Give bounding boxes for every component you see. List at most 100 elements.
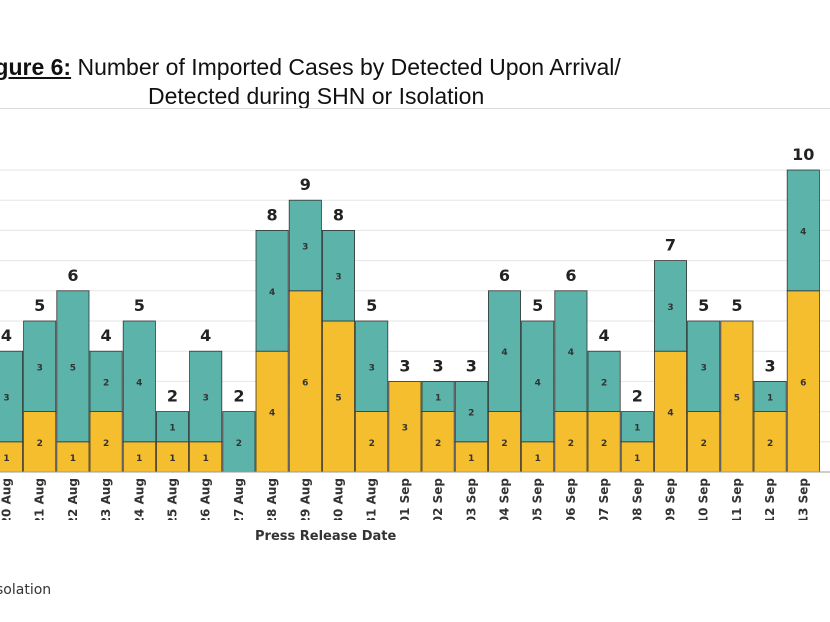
bar-segment-shn-isolation — [155, 441, 189, 473]
x-tick-label: 10 Sep — [697, 478, 711, 520]
bar-segment-upon-arrival — [587, 350, 621, 412]
title-text-line1: Number of Imported Cases by Detected Upo… — [71, 54, 621, 80]
bar-total-label: 5 — [34, 296, 45, 315]
bar-segment-shn-isolation — [56, 441, 90, 473]
bar-segment-shn-isolation — [786, 290, 820, 473]
segment-data-label: 2 — [767, 439, 773, 449]
bar-total-label: 8 — [267, 205, 278, 224]
chart-title-line2: Detected during SHN or Isolation — [148, 83, 485, 109]
segment-data-label: 1 — [468, 454, 474, 464]
bar-segment-upon-arrival — [786, 169, 820, 292]
x-tick-label: 04 Sep — [498, 478, 512, 520]
bar-segment-upon-arrival — [288, 199, 322, 292]
bar-segment-shn-isolation — [620, 441, 654, 473]
bar-total-label: 5 — [731, 296, 742, 315]
segment-data-label: 2 — [103, 439, 109, 449]
segment-data-label: 2 — [369, 439, 375, 449]
segment-data-label: 5 — [335, 394, 341, 404]
segment-data-label: 3 — [203, 394, 209, 404]
segment-data-label: 5 — [734, 394, 740, 404]
segment-data-label: 3 — [667, 303, 673, 313]
x-tick-label: 05 Sep — [531, 478, 545, 520]
segment-data-label: 1 — [3, 454, 9, 464]
segment-data-label: 2 — [103, 378, 109, 388]
segment-data-label: 4 — [667, 409, 673, 419]
x-tick-label: 26 Aug — [199, 478, 213, 520]
segment-data-label: 1 — [169, 424, 175, 434]
segment-data-label: 2 — [435, 439, 441, 449]
bar-segment-upon-arrival — [89, 350, 123, 412]
bar-segment-upon-arrival — [554, 290, 588, 413]
bar-segment-upon-arrival — [0, 350, 24, 443]
x-tick-label: 20 Aug — [0, 478, 14, 520]
segment-data-label: 1 — [535, 454, 541, 464]
bar-segment-shn-isolation — [189, 441, 223, 473]
chart-title-line1: igure 6: Number of Imported Cases by Det… — [0, 54, 621, 81]
bar-segment-upon-arrival — [122, 320, 156, 443]
segment-data-label: 5 — [70, 363, 76, 373]
segment-data-label: 4 — [269, 288, 275, 298]
bar-total-label: 2 — [632, 387, 643, 406]
segment-data-label: 1 — [435, 394, 441, 404]
bar-segment-upon-arrival — [753, 380, 787, 412]
bar-total-label: 2 — [233, 387, 244, 406]
segment-data-label: 2 — [501, 439, 507, 449]
bar-segment-shn-isolation — [255, 350, 289, 473]
bar-total-label: 4 — [1, 326, 12, 345]
bar-segment-upon-arrival — [155, 411, 189, 443]
bar-total-label: 4 — [599, 326, 610, 345]
x-tick-label: 25 Aug — [166, 478, 180, 520]
bar-segment-upon-arrival — [23, 320, 57, 412]
x-tick-label: 28 Aug — [265, 478, 279, 520]
segment-data-label: 2 — [37, 439, 43, 449]
segment-data-label: 3 — [335, 273, 341, 283]
title-divider — [0, 108, 830, 109]
x-tick-label: 11 Sep — [730, 478, 744, 520]
bar-segment-upon-arrival — [454, 380, 488, 443]
segment-data-label: 2 — [236, 439, 242, 449]
segment-data-label: 6 — [302, 378, 308, 388]
x-tick-label: 29 Aug — [298, 478, 312, 520]
bar-total-label: 3 — [466, 356, 477, 375]
bar-total-label: 5 — [698, 296, 709, 315]
x-tick-label: 13 Sep — [796, 478, 810, 520]
chart-title: igure 6: Number of Imported Cases by Det… — [0, 54, 830, 114]
x-tick-label: 09 Sep — [664, 478, 678, 520]
segment-data-label: 1 — [203, 454, 209, 464]
x-tick-label: 23 Aug — [99, 478, 113, 520]
bar-segment-upon-arrival — [255, 230, 289, 352]
segment-data-label: 1 — [634, 454, 640, 464]
bar-segment-upon-arrival — [189, 350, 223, 443]
bar-segment-upon-arrival — [487, 290, 521, 413]
x-tick-label: 08 Sep — [630, 478, 644, 520]
segment-data-label: 4 — [568, 348, 574, 358]
bar-total-label: 10 — [792, 145, 814, 164]
bar-segment-upon-arrival — [654, 260, 688, 352]
segment-data-label: 4 — [800, 227, 806, 237]
x-tick-label: 01 Sep — [398, 478, 412, 520]
bar-total-label: 6 — [565, 266, 576, 285]
bar-segment-shn-isolation — [421, 411, 455, 473]
bar-segment-upon-arrival — [222, 411, 256, 473]
segment-data-label: 3 — [3, 394, 9, 404]
bar-segment-shn-isolation — [388, 380, 422, 473]
x-tick-label: 22 Aug — [66, 478, 80, 520]
x-axis-label: Press Release Date — [255, 529, 397, 544]
bar-segment-upon-arrival — [521, 320, 555, 443]
x-tick-label: 31 Aug — [365, 478, 379, 520]
bar-segment-shn-isolation — [23, 411, 57, 473]
bar-total-label: 6 — [499, 266, 510, 285]
segment-data-label: 4 — [535, 378, 541, 388]
bar-total-label: 5 — [532, 296, 543, 315]
bar-total-label: 8 — [333, 205, 344, 224]
bar-total-label: 4 — [200, 326, 211, 345]
segment-data-label: 2 — [468, 409, 474, 419]
bar-total-label: 4 — [101, 326, 112, 345]
segment-data-label: 3 — [369, 363, 375, 373]
bar-total-label: 9 — [300, 175, 311, 194]
x-tick-label: 24 Aug — [132, 478, 146, 520]
segment-data-label: 3 — [302, 243, 308, 253]
bar-segment-shn-isolation — [487, 411, 521, 473]
segment-data-label: 2 — [568, 439, 574, 449]
legend-fragment: solation — [0, 582, 52, 598]
